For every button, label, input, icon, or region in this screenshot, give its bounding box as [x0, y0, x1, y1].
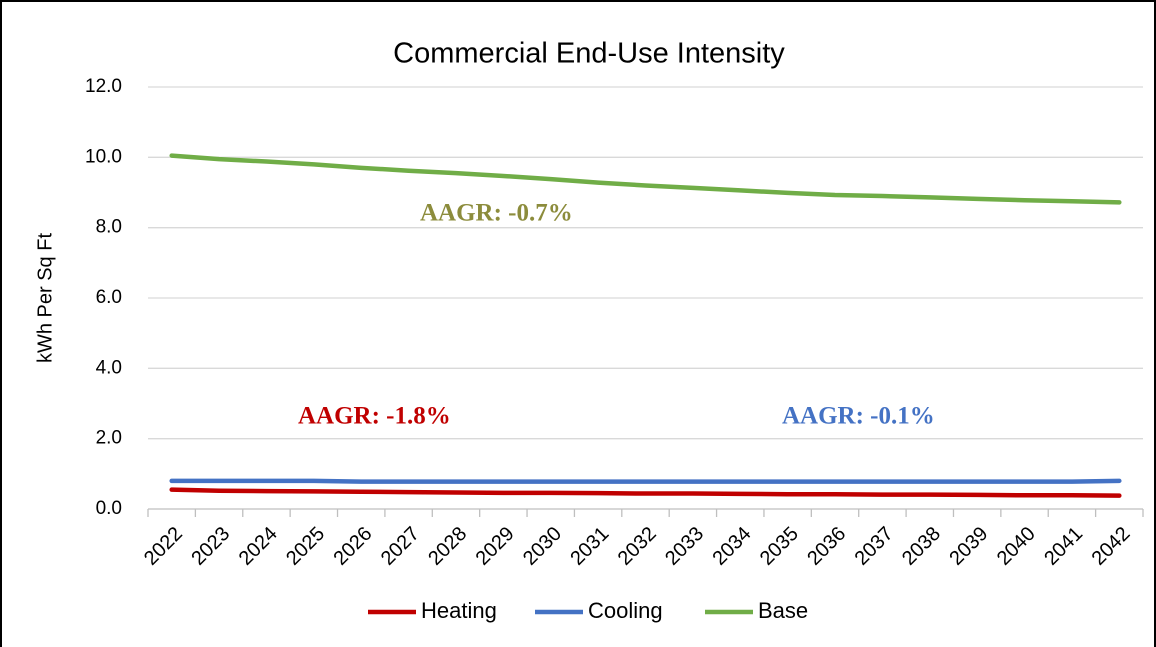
x-tick-label: 2039: [945, 523, 992, 570]
x-tick-label: 2042: [1088, 523, 1135, 570]
x-tick-label: 2025: [282, 523, 329, 570]
y-tick-label: 2.0: [96, 428, 122, 449]
y-tick-label: 4.0: [96, 357, 122, 378]
y-tick-label: 10.0: [85, 146, 122, 167]
x-tick-label: 2031: [566, 523, 613, 570]
x-tick-label: 2027: [377, 523, 424, 570]
x-tick-label: 2023: [187, 523, 234, 570]
x-tick-label: 2037: [851, 523, 898, 570]
y-axis-label: kWh Per Sq Ft: [34, 233, 56, 363]
series-line: [169, 153, 1122, 205]
legend-label: Base: [758, 598, 808, 623]
annotation: AAGR: -0.7%: [420, 200, 573, 227]
x-tick-label: 2026: [329, 523, 376, 570]
legend-label: Heating: [421, 598, 497, 623]
annotation: AAGR: -0.1%: [782, 403, 935, 430]
y-tick-label: 12.0: [85, 76, 122, 97]
x-tick-label: 2030: [519, 523, 566, 570]
x-tick-label: 2041: [1040, 523, 1087, 570]
x-tick-label: 2033: [661, 523, 708, 570]
x-tick-label: 2035: [756, 523, 803, 570]
y-tick-label: 8.0: [96, 217, 122, 238]
series-line: [169, 478, 1122, 484]
x-tick-label: 2024: [235, 523, 282, 570]
x-tick-label: 2040: [993, 523, 1040, 570]
annotation: AAGR: -1.8%: [298, 403, 451, 430]
legend-label: Cooling: [588, 598, 663, 623]
y-tick-label: 0.0: [96, 498, 122, 519]
x-tick-label: 2034: [709, 523, 756, 570]
x-tick-label: 2038: [898, 523, 945, 570]
x-tick-label: 2032: [614, 523, 661, 570]
x-tick-label: 2028: [424, 523, 471, 570]
x-tick-label: 2036: [803, 523, 850, 570]
x-tick-label: 2029: [472, 523, 519, 570]
chart-title: Commercial End-Use Intensity: [393, 38, 785, 70]
y-tick-label: 6.0: [96, 287, 122, 308]
series-line: [169, 487, 1122, 498]
x-tick-label: 2022: [140, 523, 187, 570]
